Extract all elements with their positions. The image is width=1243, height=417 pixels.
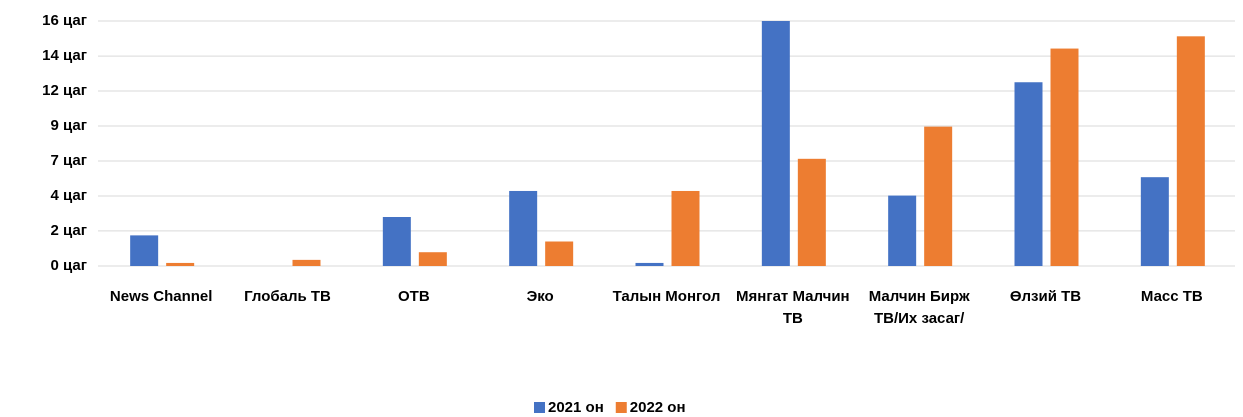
bar — [418, 252, 447, 266]
y-tick-label: 9 цаг — [50, 117, 87, 134]
x-tick-label: Эко — [526, 288, 554, 305]
y-tick-label: 0 цаг — [50, 257, 87, 274]
bar — [509, 190, 538, 266]
bar — [166, 262, 195, 266]
y-tick-label: 12 цаг — [42, 82, 87, 99]
bar — [797, 158, 826, 266]
bar — [761, 21, 790, 266]
bar — [292, 259, 321, 266]
bar — [1176, 36, 1205, 266]
x-tick-label: ОТВ — [397, 288, 430, 305]
bar — [924, 126, 953, 266]
bar — [635, 262, 664, 266]
x-tick-label: News Channel — [109, 288, 213, 305]
y-tick-label: 7 цаг — [50, 152, 87, 169]
y-tick-label: 14 цаг — [42, 47, 87, 64]
bar — [1140, 177, 1169, 266]
bar — [130, 235, 159, 266]
y-tick-label: 4 цаг — [50, 187, 87, 204]
x-tick-label: Малчин Бирж ТВ/Их засаг/ — [868, 288, 970, 327]
bar — [382, 217, 411, 266]
y-tick-label: 2 цаг — [50, 222, 87, 239]
bar — [671, 190, 700, 266]
x-tick-label: Өлзий ТВ — [1009, 288, 1082, 305]
legend-label: 2021 он — [548, 399, 604, 416]
legend-label: 2022 он — [630, 399, 686, 416]
bar — [545, 241, 574, 266]
y-tick-label: 16 цаг — [42, 12, 87, 29]
bar — [888, 195, 917, 266]
x-tick-label: Мянгат Малчин ТВ — [736, 288, 850, 327]
x-tick-label: Талын Монгол — [612, 288, 721, 305]
bar — [1014, 82, 1043, 266]
legend-swatch — [615, 402, 627, 413]
x-tick-label: Масс ТВ — [1140, 288, 1203, 305]
bar — [1050, 48, 1079, 266]
x-tick-label: Глобаль ТВ — [244, 288, 331, 305]
legend-swatch — [534, 402, 545, 413]
